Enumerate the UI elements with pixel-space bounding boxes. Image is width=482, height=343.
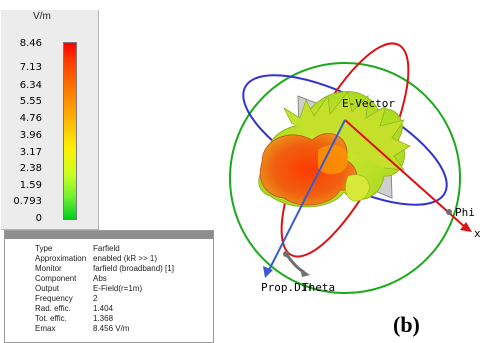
prop-dir-label: Prop.Dir <box>261 281 314 294</box>
info-panel-header <box>5 231 213 239</box>
info-key: Monitor <box>35 264 62 273</box>
info-value: 1.404 <box>93 304 114 313</box>
info-key: Frequency <box>35 294 73 303</box>
info-value: enabled (kR >> 1) <box>93 254 158 263</box>
phi-label: Phi <box>455 206 475 219</box>
x-axis-label: x <box>474 227 481 240</box>
colorbar-legend: V/m 8.46 7.13 6.34 5.55 4.76 3.96 3.17 2… <box>1 10 99 230</box>
colorbar-tick: 2.38 <box>19 163 42 174</box>
colorbar-tick: 1.59 <box>19 180 42 191</box>
info-value: farfield (broadband) [1] <box>93 264 174 273</box>
colorbar-tick: 3.96 <box>19 130 42 141</box>
colorbar-tick: 4.76 <box>19 113 42 124</box>
info-key: Emax <box>35 324 56 333</box>
info-key: Rad. effic. <box>35 304 71 313</box>
colorbar-tick: 0 <box>35 213 42 224</box>
farfield-info-panel: Type Farfield Approximation enabled (kR >>… <box>4 230 214 343</box>
info-value: Abs <box>93 274 107 283</box>
sphere-circle <box>229 62 461 294</box>
prop-dir-arrow <box>267 119 346 273</box>
e-vector-label: E-Vector <box>342 97 395 110</box>
theta-label: Theta <box>302 281 335 294</box>
colorbar-tick: 8.46 <box>19 38 42 49</box>
colorbar-tick: 0.793 <box>13 196 42 207</box>
info-value: 2 <box>93 294 98 303</box>
info-value: 1.368 <box>93 314 114 323</box>
x-axis-arrowhead <box>460 222 472 232</box>
colorbar-gradient <box>63 42 77 220</box>
prop-dir-arrowhead <box>263 266 273 278</box>
colorbar-unit: V/m <box>33 11 51 22</box>
colorbar-tick: 3.17 <box>19 147 42 158</box>
info-key: Component <box>35 274 77 283</box>
info-value: Farfield <box>93 244 120 253</box>
phi-marker <box>446 209 452 215</box>
figure-label: (b) <box>393 312 420 337</box>
colorbar-tick: 7.13 <box>19 62 42 73</box>
info-key: Type <box>35 244 53 253</box>
x-axis-arrow <box>344 119 467 229</box>
colorbar-tick: 6.34 <box>19 80 42 91</box>
info-value: 8.456 V/m <box>93 324 130 333</box>
theta-marker <box>283 251 289 257</box>
theta-arrowhead <box>300 268 310 277</box>
info-key: Output <box>35 284 60 293</box>
colorbar-tick: 5.55 <box>19 96 42 107</box>
info-value: E-Field(r=1m) <box>93 284 143 293</box>
info-key: Approximation <box>35 254 87 263</box>
info-key: Tot. effic. <box>35 314 67 323</box>
